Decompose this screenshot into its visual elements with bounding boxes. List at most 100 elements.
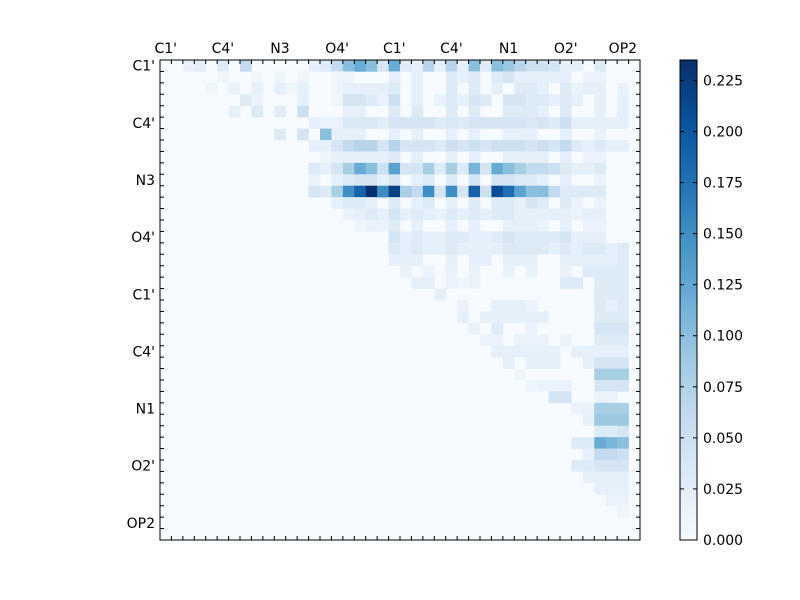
heatmap-cell — [502, 265, 515, 278]
heatmap-cell — [502, 242, 515, 255]
heatmap-cell — [480, 254, 492, 267]
heatmap-cell — [297, 71, 309, 84]
heatmap-cell — [480, 140, 492, 152]
heatmap-cell — [400, 162, 412, 175]
heatmap-cell — [514, 174, 527, 187]
heatmap-cell — [422, 117, 435, 129]
heatmap-cell — [514, 197, 527, 209]
heatmap-cell — [502, 162, 515, 175]
heatmap-cell — [514, 368, 527, 381]
heatmap-cell — [605, 277, 618, 289]
heatmap-cell — [525, 117, 538, 129]
heatmap-cell — [502, 208, 515, 221]
heatmap-cell — [331, 174, 344, 187]
heatmap-cell — [445, 254, 458, 267]
heatmap-cell — [525, 300, 538, 312]
heatmap-cell — [594, 242, 607, 255]
heatmap-cell — [342, 174, 355, 187]
heatmap-cell — [411, 185, 424, 198]
heatmap-cell — [525, 322, 538, 335]
heatmap-cell — [445, 220, 458, 232]
heatmap-cell — [251, 105, 264, 118]
heatmap-cell — [617, 140, 629, 152]
heatmap-cell — [377, 82, 389, 95]
heatmap-cell — [445, 60, 458, 72]
heatmap-cell — [514, 60, 527, 72]
heatmap-cell — [502, 300, 515, 312]
heatmap-cell — [354, 117, 367, 129]
heatmap-cell — [548, 345, 561, 358]
heatmap-cell — [445, 94, 458, 107]
heatmap-cell — [388, 162, 401, 175]
heatmap-cell — [491, 345, 504, 358]
heatmap-cell — [571, 277, 584, 289]
heatmap-cell — [617, 94, 629, 107]
heatmap-cell — [422, 185, 435, 198]
heatmap-cell — [582, 185, 595, 198]
heatmap-cell — [320, 162, 332, 175]
heatmap-cell — [274, 71, 287, 84]
y-tick-label: O4' — [131, 230, 155, 246]
heatmap-cell — [468, 242, 481, 255]
heatmap-cell — [468, 265, 481, 278]
heatmap-cell — [594, 60, 607, 72]
heatmap-cell — [342, 82, 355, 95]
heatmap-cell — [537, 71, 549, 84]
heatmap-cell — [560, 94, 572, 107]
heatmap-cell — [537, 140, 549, 152]
heatmap-cell — [605, 345, 618, 358]
colorbar-tick-label: 0.225 — [703, 73, 743, 89]
heatmap-cell — [411, 71, 424, 84]
heatmap-cell — [445, 174, 458, 187]
heatmap-cell — [354, 185, 367, 198]
x-tick-label: C1' — [154, 41, 177, 57]
heatmap-cell — [617, 402, 629, 415]
heatmap-cell — [377, 220, 389, 232]
heatmap-cell — [525, 197, 538, 209]
heatmap-cell — [525, 60, 538, 72]
heatmap-cell — [400, 140, 412, 152]
heatmap-cell — [388, 105, 401, 118]
heatmap-cell — [480, 162, 492, 175]
colorbar-ticks: 0.000 0.025 0.050 0.075 0.100 0.125 0.150 0.175… — [680, 73, 743, 549]
heatmap-cell — [617, 437, 629, 449]
heatmap-cell — [388, 174, 401, 187]
heatmap-cell — [377, 208, 389, 221]
heatmap-cell — [537, 220, 549, 232]
heatmap-cell — [388, 128, 401, 141]
heatmap-cell — [228, 82, 241, 95]
colorbar-tick-label: 0.050 — [703, 431, 743, 447]
heatmap-cell — [480, 185, 492, 198]
heatmap-cell — [605, 460, 618, 472]
heatmap-cell — [502, 231, 515, 244]
heatmap-cell — [331, 60, 344, 72]
heatmap-cell — [594, 151, 607, 164]
heatmap-cell — [445, 242, 458, 255]
heatmap-cell — [548, 185, 561, 198]
heatmap-cell — [594, 448, 607, 461]
heatmap-cell — [537, 151, 549, 164]
heatmap-cell — [594, 482, 607, 495]
heatmap-cell — [548, 380, 561, 392]
heatmap-cell — [331, 128, 344, 141]
heatmap-cell — [445, 105, 458, 118]
heatmap-cell — [445, 185, 458, 198]
heatmap-cell — [617, 460, 629, 472]
heatmap-cell — [354, 94, 367, 107]
heatmap-cell — [400, 265, 412, 278]
heatmap-cell — [514, 82, 527, 95]
colorbar-tick-label: 0.075 — [703, 380, 743, 396]
heatmap-cell — [422, 231, 435, 244]
heatmap-cell — [434, 162, 447, 175]
heatmap-cell — [354, 208, 367, 221]
heatmap-cell — [502, 71, 515, 84]
heatmap-cell — [582, 265, 595, 278]
heatmap-cell — [411, 254, 424, 267]
heatmap-cell — [582, 140, 595, 152]
heatmap-cell — [468, 162, 481, 175]
heatmap-cell — [537, 345, 549, 358]
heatmap-cell — [388, 242, 401, 255]
heatmap-cell — [548, 242, 561, 255]
heatmap-cell — [400, 208, 412, 221]
heatmap-cell — [525, 220, 538, 232]
